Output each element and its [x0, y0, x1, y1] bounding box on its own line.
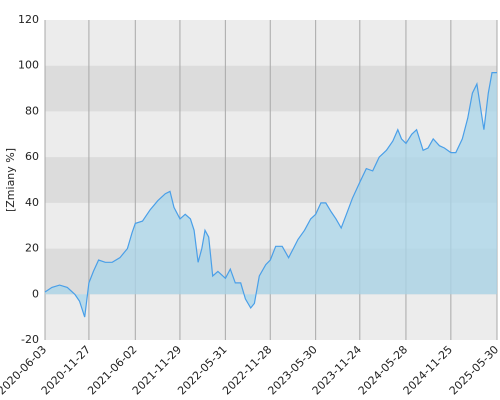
y-axis-label: [Zmiany %] [4, 148, 17, 212]
y-tick-label: 100 [18, 59, 39, 72]
y-tick-label: 80 [25, 104, 39, 117]
y-tick-label: 40 [25, 196, 39, 209]
y-tick-label: 20 [25, 242, 39, 255]
y-tick-label: -20 [21, 333, 39, 346]
y-tick-label: 60 [25, 150, 39, 163]
y-tick-label: 120 [18, 13, 39, 26]
grid-band [45, 65, 497, 112]
line [44, 72, 497, 318]
x-tick-label: 2025-05-30 [447, 343, 500, 397]
y-tick-label: 0 [32, 287, 39, 300]
area-fill [45, 72, 497, 318]
